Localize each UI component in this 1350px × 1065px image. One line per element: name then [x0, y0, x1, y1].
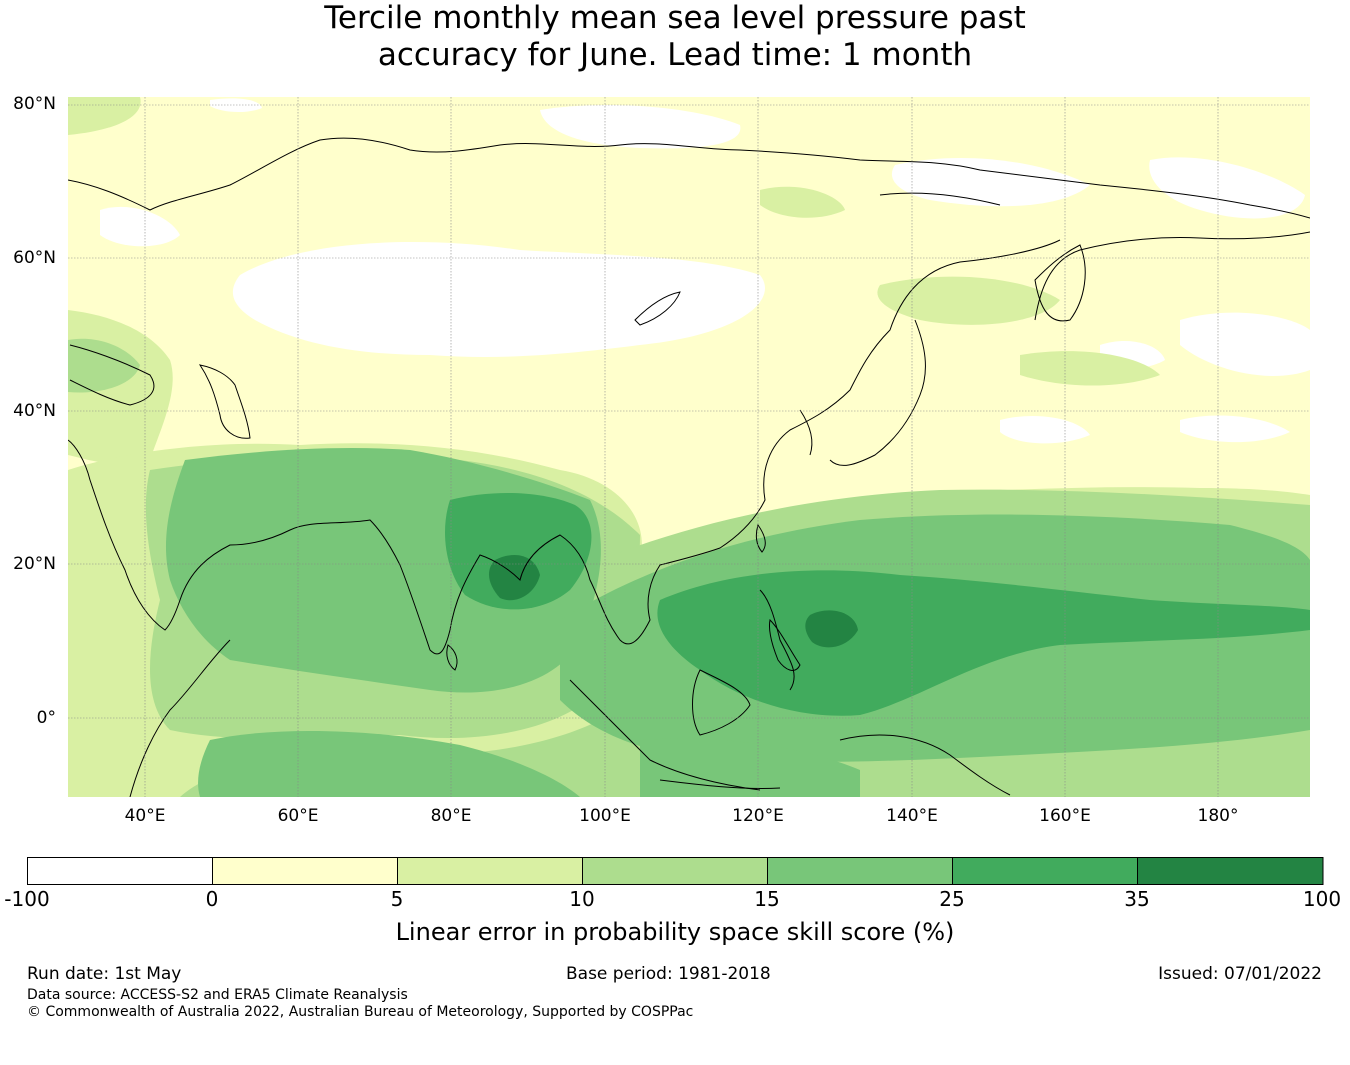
colorbar-tick: 10 — [569, 887, 595, 911]
lon-tick-180: 180° — [1197, 806, 1239, 826]
band-25-35 — [445, 493, 1310, 716]
lat-tick-80n: 80°N — [13, 94, 56, 114]
colorbar-segment — [582, 857, 768, 885]
lat-tick-60n: 60°N — [13, 248, 56, 268]
lon-tick-100e: 100°E — [579, 806, 631, 826]
title-line-1: Tercile monthly mean sea level pressure … — [324, 0, 1026, 36]
colorbar-tick: 100 — [1302, 887, 1342, 911]
lat-tick-40n: 40°N — [13, 401, 56, 421]
gridlines — [68, 97, 1310, 797]
colorbar-segment — [1137, 857, 1324, 885]
lon-tick-80e: 80°E — [430, 806, 472, 826]
lat-tick-0: 0° — [36, 708, 56, 728]
copyright: © Commonwealth of Australia 2022, Austra… — [27, 1004, 694, 1020]
colorbar-label: Linear error in probability space skill … — [395, 918, 955, 946]
run-date: Run date: 1st May — [27, 964, 182, 984]
coastlines — [68, 137, 1310, 797]
base-period: Base period: 1981-2018 — [566, 964, 771, 984]
lon-tick-160e: 160°E — [1039, 806, 1091, 826]
colorbar-tick: 35 — [1124, 887, 1150, 911]
colorbar-tick: -100 — [4, 887, 50, 911]
lon-tick-140e: 140°E — [886, 806, 938, 826]
colorbar-segment — [212, 857, 398, 885]
title-line-2: accuracy for June. Lead time: 1 month — [377, 37, 973, 73]
colorbar-tick: 0 — [205, 887, 219, 911]
chart-title: Tercile monthly mean sea level pressure … — [0, 0, 1350, 74]
lat-tick-20n: 20°N — [13, 554, 56, 574]
colorbar-segment — [952, 857, 1138, 885]
band-35-100 — [488, 555, 858, 648]
lon-tick-60e: 60°E — [277, 806, 319, 826]
skill-score-map — [68, 97, 1310, 797]
colorbar-segment — [767, 857, 953, 885]
data-source: Data source: ACCESS-S2 and ERA5 Climate … — [27, 987, 408, 1003]
colorbar-segment — [397, 857, 583, 885]
colorbar-segment — [27, 857, 213, 885]
colorbar — [27, 857, 1324, 885]
colorbar-tick: 5 — [390, 887, 404, 911]
lon-tick-40e: 40°E — [124, 806, 166, 826]
lon-tick-120e: 120°E — [732, 806, 784, 826]
issued-date: Issued: 07/01/2022 — [1158, 964, 1322, 984]
colorbar-tick: 25 — [939, 887, 965, 911]
colorbar-tick: 15 — [754, 887, 780, 911]
